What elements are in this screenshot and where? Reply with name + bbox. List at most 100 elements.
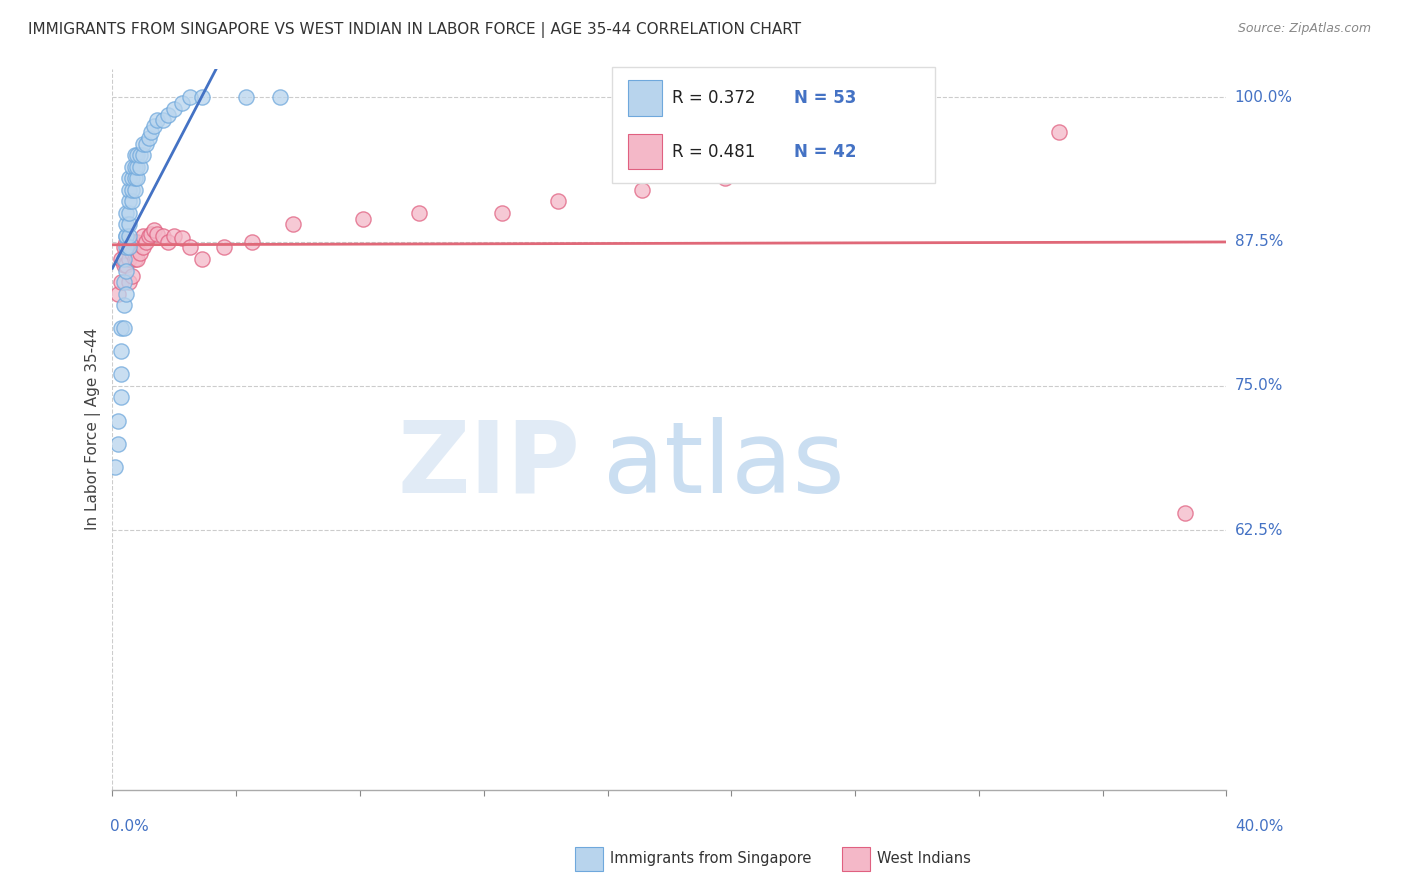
Point xyxy=(547,194,569,209)
Point xyxy=(283,218,305,232)
Point xyxy=(110,368,132,382)
Text: N = 42: N = 42 xyxy=(794,143,856,161)
Point xyxy=(115,258,138,272)
Point xyxy=(112,321,135,335)
Point xyxy=(118,275,141,289)
Point xyxy=(112,240,135,254)
Point xyxy=(491,206,513,220)
Point xyxy=(112,258,135,272)
Point xyxy=(115,218,138,232)
Text: Immigrants from Singapore: Immigrants from Singapore xyxy=(610,851,811,866)
Point xyxy=(135,136,157,151)
Point xyxy=(1174,506,1197,520)
Point xyxy=(714,171,737,186)
Text: 62.5%: 62.5% xyxy=(1234,523,1284,538)
Point xyxy=(121,171,143,186)
Point xyxy=(127,235,149,249)
Y-axis label: In Labor Force | Age 35-44: In Labor Force | Age 35-44 xyxy=(86,328,101,531)
Point xyxy=(104,459,127,474)
Point xyxy=(115,228,138,243)
Point xyxy=(107,413,129,427)
Point xyxy=(408,206,430,220)
Point xyxy=(129,148,152,162)
Point xyxy=(118,183,141,197)
Text: atlas: atlas xyxy=(603,417,844,514)
Point xyxy=(163,102,186,116)
Point xyxy=(157,108,180,122)
Point xyxy=(352,211,374,226)
Point xyxy=(110,344,132,359)
Text: ZIP: ZIP xyxy=(398,417,581,514)
Text: 75.0%: 75.0% xyxy=(1234,378,1284,393)
Text: IMMIGRANTS FROM SINGAPORE VS WEST INDIAN IN LABOR FORCE | AGE 35-44 CORRELATION : IMMIGRANTS FROM SINGAPORE VS WEST INDIAN… xyxy=(28,22,801,38)
Point xyxy=(1047,125,1070,139)
Point xyxy=(179,240,201,254)
Point xyxy=(107,436,129,450)
Point xyxy=(135,235,157,249)
Text: 0.0%: 0.0% xyxy=(110,819,149,834)
Point xyxy=(110,321,132,335)
Point xyxy=(882,148,904,162)
Point xyxy=(152,228,174,243)
Text: N = 53: N = 53 xyxy=(794,89,856,107)
Point xyxy=(138,130,160,145)
Point xyxy=(132,148,155,162)
Point xyxy=(152,113,174,128)
Point xyxy=(157,235,180,249)
Point xyxy=(235,90,257,104)
Point xyxy=(118,206,141,220)
Point xyxy=(118,171,141,186)
Point xyxy=(127,148,149,162)
Point xyxy=(115,263,138,277)
Text: R = 0.372: R = 0.372 xyxy=(672,89,755,107)
Point xyxy=(269,90,291,104)
Point xyxy=(124,160,146,174)
Point xyxy=(124,171,146,186)
Point xyxy=(115,228,138,243)
Point xyxy=(146,227,169,241)
Point xyxy=(141,125,163,139)
Point xyxy=(121,246,143,260)
Text: West Indians: West Indians xyxy=(877,851,972,866)
Point xyxy=(124,148,146,162)
Point xyxy=(132,228,155,243)
Point xyxy=(163,228,186,243)
Point xyxy=(118,240,141,254)
Point xyxy=(143,120,166,134)
Text: 87.5%: 87.5% xyxy=(1234,235,1284,249)
Point xyxy=(121,183,143,197)
Point xyxy=(143,223,166,237)
Point xyxy=(127,171,149,186)
Point xyxy=(121,160,143,174)
Text: 40.0%: 40.0% xyxy=(1234,819,1284,834)
Point xyxy=(124,183,146,197)
Point xyxy=(141,227,163,241)
Point xyxy=(129,160,152,174)
Text: R = 0.481: R = 0.481 xyxy=(672,143,755,161)
Point xyxy=(630,183,652,197)
Point xyxy=(132,136,155,151)
Point xyxy=(127,252,149,266)
Point xyxy=(112,252,135,266)
Point xyxy=(118,218,141,232)
Point xyxy=(121,194,143,209)
Point xyxy=(127,160,149,174)
Point xyxy=(107,286,129,301)
Point xyxy=(115,235,138,249)
Point xyxy=(132,240,155,254)
Point xyxy=(112,298,135,312)
Point xyxy=(138,228,160,243)
Point xyxy=(146,113,169,128)
Point xyxy=(115,286,138,301)
Point xyxy=(110,391,132,405)
Point xyxy=(110,252,132,266)
Point xyxy=(115,206,138,220)
Point xyxy=(179,90,201,104)
Point xyxy=(124,235,146,249)
Point xyxy=(121,269,143,284)
Point xyxy=(118,228,141,243)
Point xyxy=(170,231,193,245)
Point xyxy=(124,252,146,266)
Point xyxy=(212,240,235,254)
Point xyxy=(118,252,141,266)
